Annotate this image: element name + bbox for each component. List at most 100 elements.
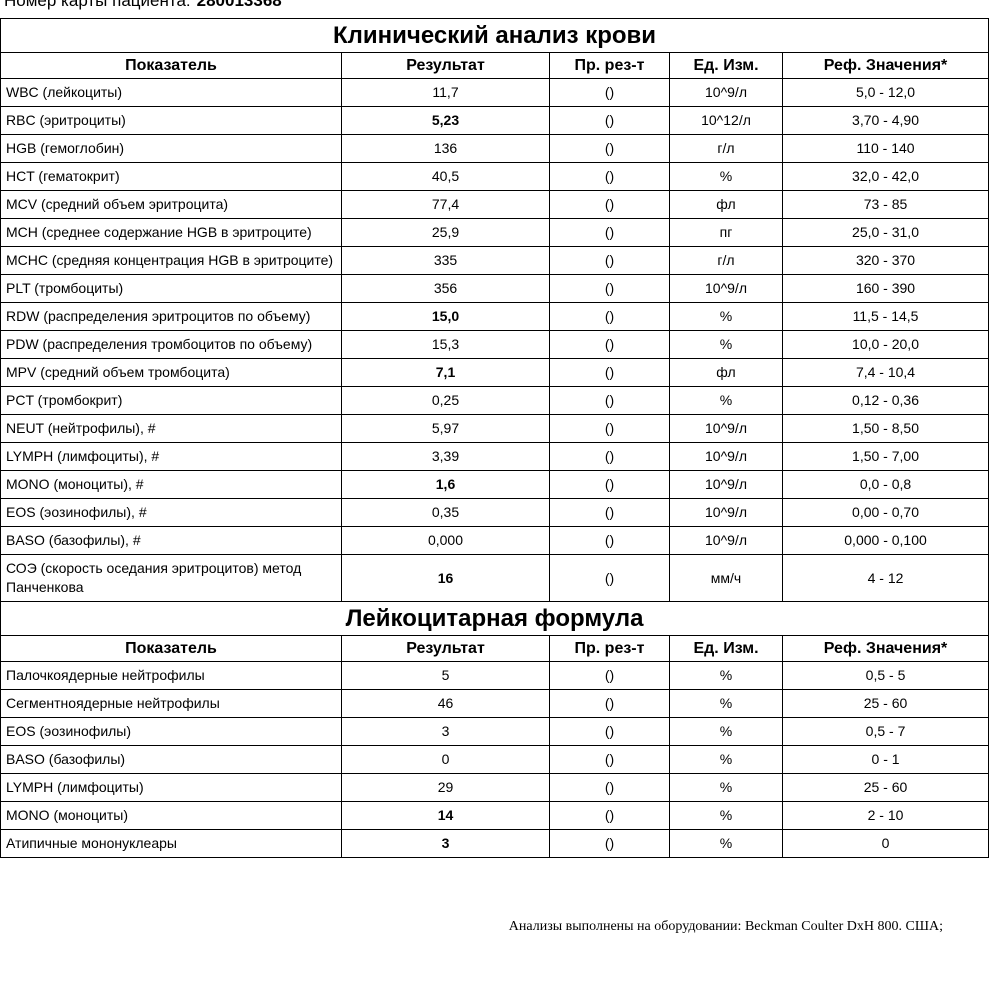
column-header: Ед. Изм. (669, 52, 783, 79)
unit: % (669, 773, 783, 802)
previous-result: () (549, 470, 670, 499)
column-header: Пр. рез-т (549, 52, 670, 79)
indicator: BASO (базофилы), # (0, 526, 342, 555)
result-row: MCH (среднее содержание HGB в эритроците… (0, 218, 990, 247)
previous-result: () (549, 829, 670, 858)
unit: % (669, 302, 783, 331)
result-row: PCT (тромбокрит) 0,25()% 0,12 - 0,36 (0, 386, 990, 415)
indicator: WBC (лейкоциты) (0, 78, 342, 107)
unit: фл (669, 190, 783, 219)
result-row: LYMPH (лимфоциты), #3,39() 10^9/л 1,50 - 7… (0, 442, 990, 471)
result-row: NEUT (нейтрофилы), #5,97() 10^9/л 1,50 - 8… (0, 414, 990, 443)
unit: % (669, 330, 783, 359)
reference: 0,0 - 0,8 (781, 470, 990, 499)
previous-result: () (549, 526, 670, 555)
previous-result: () (549, 218, 670, 247)
reference: 0 - 1 (781, 745, 990, 774)
previous-result: () (549, 717, 670, 746)
reference: 320 - 370 (781, 246, 990, 275)
unit: % (669, 689, 783, 718)
result-row: MCHC (средняя концентрация HGB в эритроц… (0, 246, 990, 275)
result-row: Сегментноядерные нейтрофилы 46()% 25 - 60 (0, 689, 990, 718)
result: 0 (341, 745, 550, 774)
result-row: EOS (эозинофилы) 3()% 0,5 - 7 (0, 717, 990, 746)
indicator: СОЭ (скорость оседания эритроцитов) мето… (0, 554, 342, 602)
previous-result: () (549, 689, 670, 718)
reference: 11,5 - 14,5 (781, 302, 990, 331)
previous-result: () (549, 386, 670, 415)
result: 0,000 (341, 526, 550, 555)
reference: 2 - 10 (781, 801, 990, 830)
reference: 0,12 - 0,36 (781, 386, 990, 415)
reference: 73 - 85 (781, 190, 990, 219)
previous-result: () (549, 274, 670, 303)
reference: 25 - 60 (781, 689, 990, 718)
result-row: Палочкоядерные нейтрофилы 5()% 0,5 - 5 (0, 661, 990, 690)
unit: 10^9/л (669, 274, 783, 303)
indicator: MONO (моноциты) (0, 801, 342, 830)
indicator: MCV (средний объем эритроцита) (0, 190, 342, 219)
reference: 10,0 - 20,0 (781, 330, 990, 359)
reference: 160 - 390 (781, 274, 990, 303)
reference: 7,4 - 10,4 (781, 358, 990, 387)
result: 5,23 (341, 106, 550, 135)
previous-result: () (549, 442, 670, 471)
column-header: Реф. Значения* (781, 52, 990, 79)
unit: пг (669, 218, 783, 247)
result: 136 (341, 134, 550, 163)
unit: г/л (669, 134, 783, 163)
indicator: MPV (средний объем тромбоцита) (0, 358, 342, 387)
previous-result: () (549, 745, 670, 774)
indicator: RDW (распределения эритроцитов по объему… (0, 302, 342, 331)
reference: 0,00 - 0,70 (781, 498, 990, 527)
result: 15,0 (341, 302, 550, 331)
result-row: PLT (тромбоциты) 356() 10^9/л 160 - 390 (0, 274, 990, 303)
result: 14 (341, 801, 550, 830)
result: 5 (341, 661, 550, 690)
column-header: Показатель (0, 52, 342, 79)
indicator: Палочкоядерные нейтрофилы (0, 661, 342, 690)
result: 335 (341, 246, 550, 275)
unit: % (669, 745, 783, 774)
unit: 10^9/л (669, 470, 783, 499)
previous-result: () (549, 162, 670, 191)
reference: 25 - 60 (781, 773, 990, 802)
reference: 3,70 - 4,90 (781, 106, 990, 135)
indicator: LYMPH (лимфоциты) (0, 773, 342, 802)
indicator: LYMPH (лимфоциты), # (0, 442, 342, 471)
footer-note: Анализы выполнены на оборудовании: Beckm… (508, 919, 943, 934)
result: 5,97 (341, 414, 550, 443)
result: 7,1 (341, 358, 550, 387)
indicator: Атипичные мононуклеары (0, 829, 342, 858)
previous-result: () (549, 414, 670, 443)
result-row: PDW (распределения тромбоцитов по объему… (0, 330, 990, 359)
indicator: MCH (среднее содержание HGB в эритроците… (0, 218, 342, 247)
result-row: MONO (моноциты) 14()% 2 - 10 (0, 801, 990, 830)
result: 11,7 (341, 78, 550, 107)
previous-result: () (549, 554, 670, 602)
result-row: Атипичные мононуклеары 3()% 0 (0, 829, 990, 858)
indicator: EOS (эозинофилы) (0, 717, 342, 746)
unit: 10^9/л (669, 526, 783, 555)
previous-result: () (549, 358, 670, 387)
indicator: MCHC (средняя концентрация HGB в эритроц… (0, 246, 342, 275)
unit: фл (669, 358, 783, 387)
result: 0,35 (341, 498, 550, 527)
result-row: HGB (гемоглобин) 136() г/л 110 - 140 (0, 134, 990, 163)
reference: 1,50 - 8,50 (781, 414, 990, 443)
card-label: Номер карты пациента: (4, 0, 191, 10)
result: 1,6 (341, 470, 550, 499)
result-row: LYMPH (лимфоциты) 29()% 25 - 60 (0, 773, 990, 802)
reference: 0 (781, 829, 990, 858)
result-row: MCV (средний объем эритроцита) 77,4() фл 73… (0, 190, 990, 219)
result: 16 (341, 554, 550, 602)
card-number: 280013368 (196, 0, 282, 10)
unit: 10^12/л (669, 106, 783, 135)
column-header: Результат (341, 635, 550, 662)
result: 3 (341, 829, 550, 858)
section-title: Клинический анализ крови (0, 18, 990, 53)
column-header: Результат (341, 52, 550, 79)
reference: 110 - 140 (781, 134, 990, 163)
indicator: NEUT (нейтрофилы), # (0, 414, 342, 443)
